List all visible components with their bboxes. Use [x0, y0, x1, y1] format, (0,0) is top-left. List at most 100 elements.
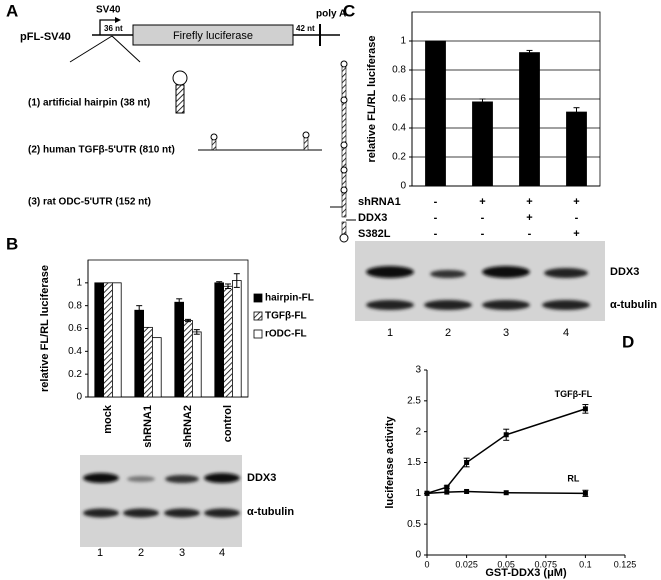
plot-frame: [411, 11, 601, 187]
lane-label: 2: [445, 327, 451, 339]
y-axis-label: luciferase activity: [384, 415, 396, 508]
bar: [183, 320, 193, 398]
legend-label: hairpin-FL: [265, 293, 314, 304]
x-tick-label: 0.125: [614, 559, 637, 569]
panel-letter: B: [6, 234, 18, 253]
treatment-label: DDX3: [358, 212, 387, 224]
marker: [464, 460, 470, 465]
plot-frame: [87, 259, 249, 398]
treatment-mark: -: [434, 212, 438, 224]
panel-letter: A: [6, 1, 18, 20]
bar: [143, 326, 153, 398]
y-tick-label: 0.5: [407, 519, 421, 530]
legend-label: rODC-FL: [265, 329, 307, 340]
y-tick-label: 0.4: [68, 346, 82, 357]
lane-label: 2: [138, 547, 144, 559]
treatment-mark: -: [434, 228, 438, 240]
hairpin-loop: [172, 70, 188, 86]
hairpin-stem: [211, 139, 217, 151]
series-line: [426, 408, 586, 495]
bar: [134, 309, 145, 398]
x-tick-label: 0.1: [579, 559, 592, 569]
insert-label: (3) rat ODC-5'UTR (152 nt): [28, 197, 151, 208]
series-label: RL: [567, 474, 579, 484]
bar: [174, 301, 185, 398]
zoom-line: [69, 35, 113, 63]
lane-label: 1: [97, 547, 103, 559]
lane-label: 1: [387, 327, 393, 339]
marker: [503, 432, 509, 438]
y-tick-label: 0.6: [68, 323, 82, 334]
western-blot: DDX3 α-tubulin 1 2 3 4: [355, 241, 657, 339]
treatment-mark: -: [575, 212, 579, 224]
y-tick-label: 1: [400, 36, 406, 47]
treatment-mark: -: [481, 212, 485, 224]
marker: [444, 484, 450, 490]
band-label: DDX3: [610, 266, 639, 278]
y-tick-label: 0.2: [68, 369, 82, 380]
lane-label: 3: [503, 327, 509, 339]
band-label: α-tubulin: [247, 506, 294, 518]
hairpin-stem: [175, 84, 185, 114]
treatment-label: shRNA1: [358, 196, 401, 208]
treatment-mark: -: [481, 228, 485, 240]
bar: [425, 40, 446, 187]
legend-swatch: [253, 329, 263, 339]
legend-swatch: [253, 293, 263, 303]
treatment-mark: -: [434, 196, 438, 208]
panel-letter: C: [343, 1, 355, 20]
x-tick-label: shRNA2: [182, 405, 194, 448]
panel-letter: D: [622, 332, 634, 351]
y-tick-label: 0: [415, 550, 421, 561]
lane-label: 3: [179, 547, 185, 559]
hairpin-loop: [210, 133, 218, 141]
western-blot: DDX3 α-tubulin 1 2 3 4: [80, 455, 294, 559]
y-tick-label: 0.8: [68, 300, 82, 311]
legend-swatch: [253, 311, 263, 321]
polya-label: poly A: [316, 9, 346, 20]
bar: [472, 101, 493, 187]
y-tick-label: 0: [400, 181, 406, 192]
band-label: DDX3: [247, 472, 276, 484]
marker: [582, 490, 588, 496]
x-axis-label: GST-DDX3 (μM): [485, 567, 567, 579]
odc-structure: [330, 60, 356, 243]
gene-label: Firefly luciferase: [173, 30, 253, 42]
y-tick-label: 1: [415, 488, 421, 499]
promoter-arrow: [99, 19, 118, 35]
blot-background: [80, 455, 242, 547]
marker: [582, 406, 588, 412]
marker: [464, 488, 470, 494]
y-tick-label: 1: [76, 277, 82, 288]
treatment-label: S382L: [358, 228, 391, 240]
x-tick-label: 0.05: [497, 559, 515, 569]
marker: [503, 490, 509, 496]
lane-label: 4: [563, 327, 569, 339]
insert-label: (1) artificial hairpin (38 nt): [28, 98, 150, 109]
bar: [191, 331, 202, 398]
y-tick-label: 0.8: [392, 65, 406, 76]
bar: [112, 282, 122, 398]
y-axis-label: relative FL/RL luciferase: [366, 36, 378, 163]
y-tick-label: 2: [415, 426, 421, 437]
treatment-mark: +: [526, 196, 532, 208]
y-tick-label: 0.2: [392, 152, 406, 163]
bar: [223, 285, 233, 398]
bar: [231, 280, 242, 398]
bar: [94, 282, 105, 398]
series-label: TGFβ-FL: [555, 389, 593, 399]
hairpin-stem: [303, 137, 309, 151]
y-tick-label: 2.5: [407, 395, 421, 406]
y-tick-label: 0: [76, 392, 82, 403]
treatment-mark: -: [528, 228, 532, 240]
treatment-mark: +: [526, 212, 532, 224]
marker: [424, 490, 430, 496]
x-tick-label: control: [222, 405, 234, 442]
construct-label: pFL-SV40: [20, 31, 71, 43]
zoom-line: [111, 35, 141, 63]
bar: [103, 282, 113, 398]
band-label: α-tubulin: [610, 299, 657, 311]
x-tick-label: 0: [424, 559, 429, 569]
gene-box: [132, 24, 294, 46]
